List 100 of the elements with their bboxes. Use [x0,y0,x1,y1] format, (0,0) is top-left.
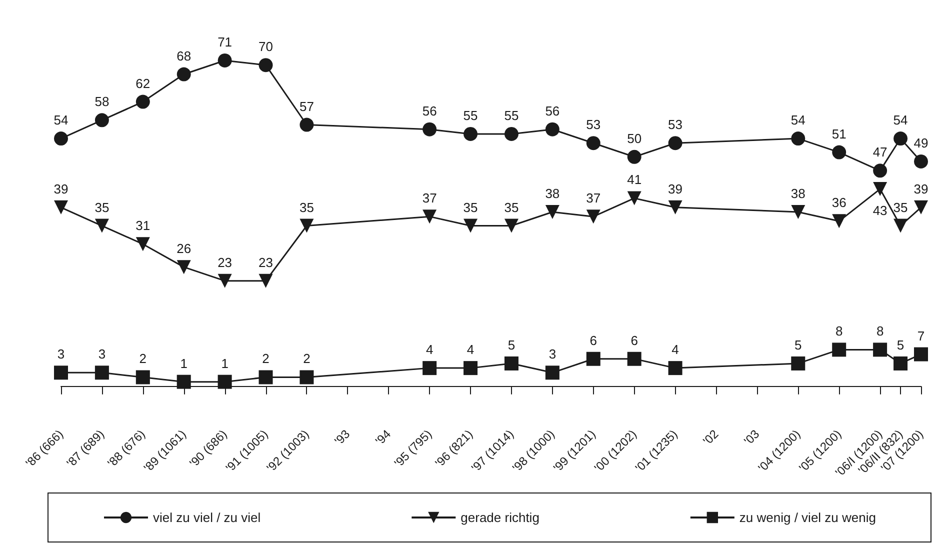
point [832,342,846,357]
data-label: 54 [790,112,806,128]
data-label: 6 [630,332,638,348]
point [218,53,232,68]
point [894,218,908,233]
data-label: 23 [258,254,273,270]
data-label: 36 [832,195,846,210]
point [218,274,232,288]
data-label: 54 [893,112,908,128]
data-label: 3 [98,346,106,362]
point [300,218,314,233]
point [586,210,600,224]
point [914,154,928,168]
point [791,204,806,219]
point [873,164,888,178]
point [791,132,806,146]
point [914,347,928,362]
data-label: 53 [668,117,683,132]
data-label: 55 [504,108,519,123]
data-label: 68 [176,48,192,64]
point [545,204,560,219]
data-label: 35 [94,200,110,215]
data-label: 4 [426,342,434,358]
point [136,237,150,252]
data-label: 6 [590,332,597,348]
point [94,218,109,233]
data-label: 50 [627,130,642,146]
point [136,94,150,109]
point [873,342,888,357]
data-label: 2 [262,351,270,366]
data-label: 39 [914,181,928,196]
data-label: 70 [258,39,273,54]
point [176,374,191,389]
data-label: 49 [914,135,928,150]
point [914,200,928,214]
point [545,122,560,136]
point [94,366,109,380]
data-label: 8 [835,324,843,339]
data-label: 8 [876,324,884,339]
point [218,374,232,389]
point [586,352,600,366]
point [668,136,682,150]
data-label: 31 [136,218,150,234]
point [422,210,437,224]
point [54,132,68,146]
data-label: 37 [586,190,601,206]
data-label: 51 [832,126,846,142]
point [464,126,478,141]
data-label: 38 [545,186,560,201]
data-label: 2 [139,351,147,366]
data-label: 57 [299,98,314,114]
data-label: 5 [508,337,516,352]
data-label: 26 [176,241,192,256]
point [627,352,642,366]
point [300,370,314,384]
data-label: 5 [896,337,904,352]
point [504,126,518,141]
x-tick-label: '93 [332,426,353,448]
legend-label: gerade richtig [460,510,540,525]
data-label: 2 [303,351,310,366]
x-tick-label: '02 [700,426,722,448]
point [300,118,314,132]
data-label: 55 [463,108,478,123]
point [136,370,150,384]
data-label: 71 [218,34,232,50]
point [94,113,109,128]
data-label: 39 [668,181,683,196]
point [54,200,68,214]
point [894,132,908,146]
point [422,122,437,136]
point [258,274,273,288]
data-label: 23 [218,254,232,270]
point [176,260,191,274]
point [668,361,682,376]
point [464,361,478,376]
data-label: 53 [586,117,601,132]
data-label: 5 [794,337,802,352]
data-label: 56 [422,103,437,118]
data-label: 56 [545,103,560,118]
point [586,136,600,150]
x-tick-label: '94 [372,426,394,448]
point [627,191,642,206]
point [832,145,846,160]
data-label: 35 [299,200,314,215]
point [464,218,478,233]
data-label: 41 [627,172,642,188]
point [504,356,518,370]
data-label: 58 [94,94,110,110]
point [832,214,846,228]
legend-label: viel zu viel / zu viel [153,510,261,525]
data-label: 39 [54,181,68,196]
point [873,182,888,196]
point [791,356,806,370]
point [54,366,68,380]
data-label: 43 [872,203,888,218]
data-label: 37 [422,190,437,206]
data-label: 35 [463,200,478,215]
data-label: 7 [917,328,925,344]
point [504,218,518,233]
point [668,200,682,214]
